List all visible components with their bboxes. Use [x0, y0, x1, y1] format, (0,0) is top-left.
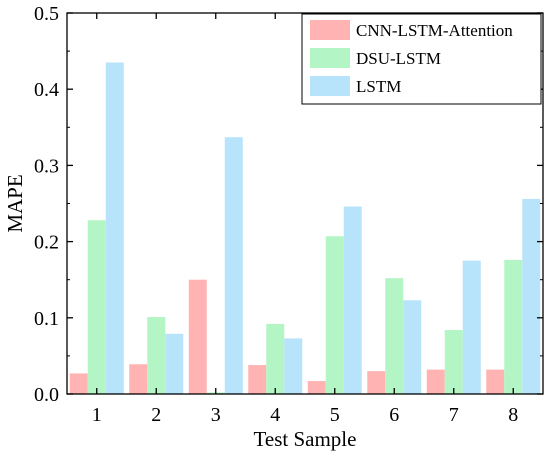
bars-layer [69, 62, 541, 394]
bar-cnn-lstm-attention-7 [426, 369, 445, 394]
bar-lstm-5 [343, 206, 362, 394]
bar-cnn-lstm-attention-6 [367, 371, 386, 394]
bar-dsu-lstm-8 [504, 259, 523, 394]
bar-lstm-2 [165, 333, 184, 394]
bar-cnn-lstm-attention-5 [307, 381, 326, 394]
x-axis-title: Test Sample [254, 427, 357, 451]
legend-label: LSTM [356, 77, 401, 96]
bar-lstm-4 [284, 338, 303, 394]
x-tick-label: 6 [389, 404, 399, 426]
y-tick-label: 0.5 [34, 3, 59, 25]
legend-swatch [310, 48, 350, 68]
bar-lstm-1 [105, 62, 124, 394]
y-axis: 0.0 0.1 0.2 0.3 0.4 0.5 [34, 3, 543, 406]
bar-cnn-lstm-attention-3 [188, 279, 207, 394]
bar-lstm-7 [462, 260, 481, 394]
bar-dsu-lstm-5 [325, 236, 344, 394]
legend: CNN-LSTM-Attention DSU-LSTM LSTM [301, 13, 542, 105]
x-tick-label: 2 [151, 404, 161, 426]
y-tick-label: 0.2 [34, 232, 59, 254]
bar-dsu-lstm-7 [444, 329, 463, 394]
bar-lstm-8 [522, 198, 541, 394]
y-tick-label: 0.3 [34, 155, 59, 177]
legend-swatch [310, 76, 350, 96]
x-tick-label: 5 [330, 404, 340, 426]
bar-dsu-lstm-4 [266, 323, 285, 394]
x-tick-label: 3 [211, 404, 221, 426]
y-tick-label: 0.4 [34, 79, 59, 101]
legend-swatch [310, 20, 350, 40]
x-tick-label: 4 [270, 404, 280, 426]
bar-cnn-lstm-attention-4 [248, 365, 267, 394]
bar-cnn-lstm-attention-2 [129, 364, 148, 394]
x-tick-label: 1 [92, 404, 102, 426]
y-tick-label: 0.0 [34, 384, 59, 406]
x-axis: 1 2 3 4 5 6 7 8 [92, 13, 518, 426]
legend-label: CNN-LSTM-Attention [356, 21, 513, 40]
bar-dsu-lstm-1 [87, 220, 106, 394]
x-tick-label: 8 [508, 404, 518, 426]
x-tick-label: 7 [449, 404, 459, 426]
bar-lstm-3 [224, 137, 243, 394]
y-tick-label: 0.1 [34, 308, 59, 330]
bar-lstm-6 [403, 300, 422, 394]
legend-label: DSU-LSTM [356, 49, 441, 68]
bar-cnn-lstm-attention-1 [69, 373, 88, 394]
bar-dsu-lstm-2 [147, 317, 166, 394]
y-axis-title: MAPE [3, 174, 27, 232]
bar-dsu-lstm-6 [385, 278, 404, 394]
bar-cnn-lstm-attention-8 [486, 369, 505, 394]
